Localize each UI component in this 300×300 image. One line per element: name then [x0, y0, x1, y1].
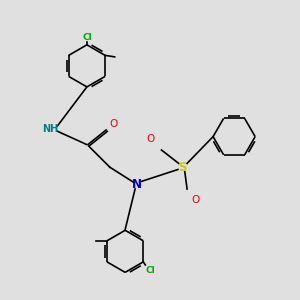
Text: O: O	[146, 134, 154, 144]
Text: O: O	[110, 119, 118, 129]
Text: N: N	[132, 178, 142, 191]
Text: Cl: Cl	[145, 266, 155, 275]
Text: Cl: Cl	[82, 33, 92, 42]
Text: S: S	[178, 161, 187, 174]
Text: NH: NH	[43, 124, 59, 134]
Text: O: O	[191, 195, 200, 205]
